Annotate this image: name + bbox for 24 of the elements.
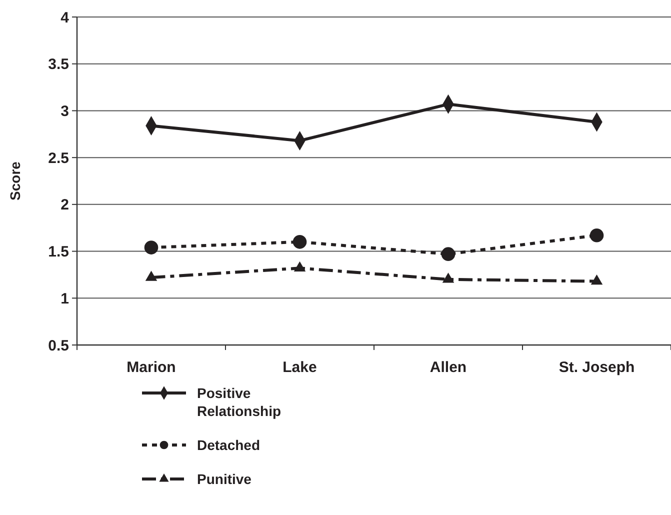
legend-label: Positive Relationship xyxy=(197,385,282,419)
y-tick-label: 3 xyxy=(60,102,69,120)
point xyxy=(590,228,604,242)
legend-label: Detached xyxy=(197,437,260,453)
point xyxy=(590,274,603,285)
x-tick-label: St. Joseph xyxy=(558,359,635,376)
point xyxy=(145,270,158,281)
point xyxy=(144,240,158,254)
y-tick-label: 4 xyxy=(60,9,70,26)
point xyxy=(442,272,454,283)
x-tick-label: Allen xyxy=(430,359,467,376)
y-tick-label: 1 xyxy=(60,290,69,308)
point xyxy=(441,247,456,261)
x-tick-label: Marion xyxy=(126,359,176,376)
point xyxy=(294,261,306,272)
legend-label: Punitive xyxy=(197,471,252,487)
y-tick-label: 2.5 xyxy=(48,150,69,167)
y-tick-label: 1.5 xyxy=(48,244,69,261)
y-tick-label: 0.5 xyxy=(48,337,69,354)
y-tick-label: 3.5 xyxy=(48,56,69,74)
point xyxy=(292,235,307,249)
y-axis-title: Score xyxy=(7,161,23,200)
x-tick-label: Lake xyxy=(282,359,317,376)
y-tick-label: 2 xyxy=(60,196,69,214)
